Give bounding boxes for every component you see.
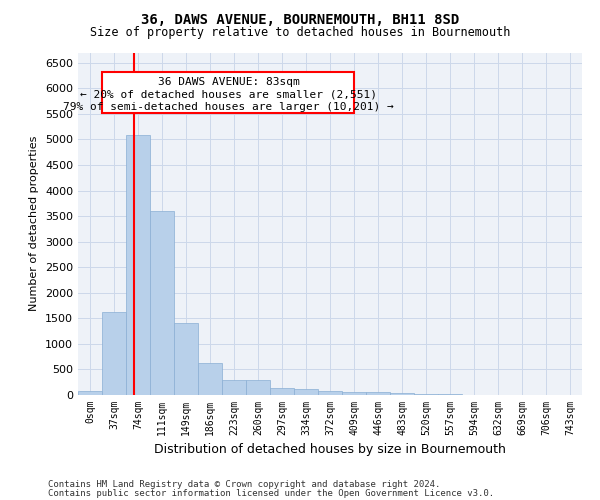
Bar — [222, 380, 246, 395]
Text: Contains HM Land Registry data © Crown copyright and database right 2024.: Contains HM Land Registry data © Crown c… — [48, 480, 440, 489]
Bar — [438, 394, 462, 395]
Text: 36, DAWS AVENUE, BOURNEMOUTH, BH11 8SD: 36, DAWS AVENUE, BOURNEMOUTH, BH11 8SD — [141, 12, 459, 26]
Text: 36 DAWS AVENUE: 83sqm: 36 DAWS AVENUE: 83sqm — [158, 77, 299, 87]
Bar — [246, 380, 270, 395]
Bar — [414, 394, 438, 395]
Bar — [150, 211, 174, 395]
Bar — [318, 391, 342, 395]
Bar — [198, 364, 222, 395]
Bar — [102, 312, 126, 395]
Text: Contains public sector information licensed under the Open Government Licence v3: Contains public sector information licen… — [48, 488, 494, 498]
Bar — [103, 72, 355, 113]
Text: 79% of semi-detached houses are larger (10,201) →: 79% of semi-detached houses are larger (… — [63, 102, 394, 112]
Y-axis label: Number of detached properties: Number of detached properties — [29, 136, 40, 312]
Text: ← 20% of detached houses are smaller (2,551): ← 20% of detached houses are smaller (2,… — [80, 90, 377, 100]
Bar — [294, 390, 318, 395]
Bar — [390, 393, 414, 395]
Bar — [126, 136, 150, 395]
Bar — [342, 392, 366, 395]
Bar — [366, 392, 390, 395]
Text: Size of property relative to detached houses in Bournemouth: Size of property relative to detached ho… — [90, 26, 510, 39]
X-axis label: Distribution of detached houses by size in Bournemouth: Distribution of detached houses by size … — [154, 444, 506, 456]
Bar — [78, 391, 102, 395]
Bar — [270, 388, 294, 395]
Bar — [174, 324, 198, 395]
